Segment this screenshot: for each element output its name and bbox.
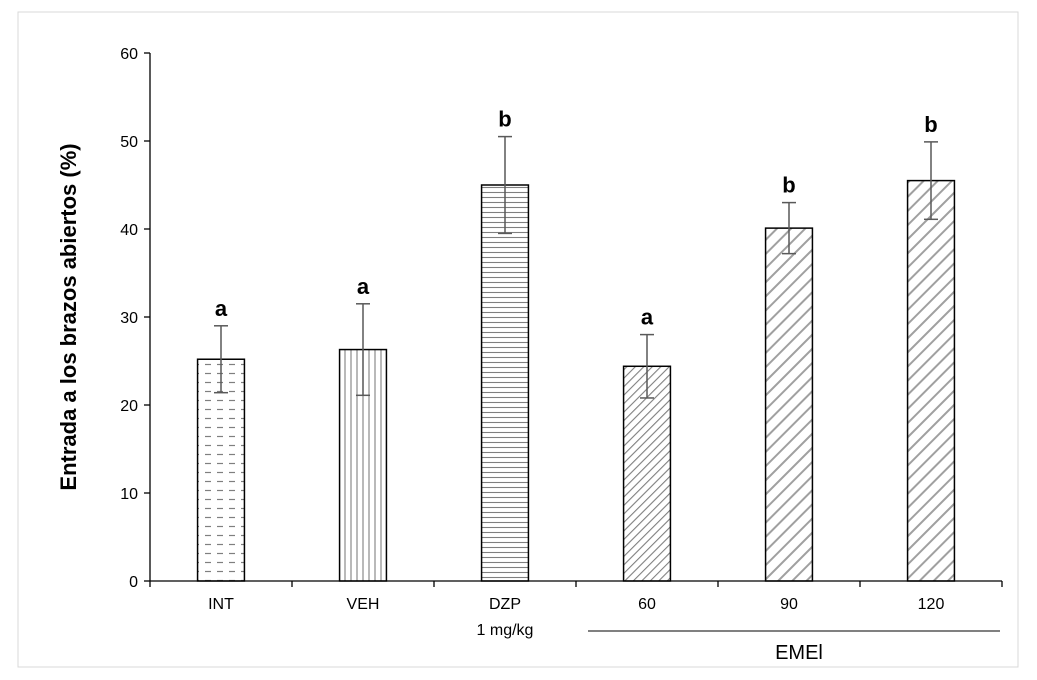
y-tick-label: 60 [120,46,138,63]
y-tick-label: 0 [129,574,138,591]
significance-label: b [498,107,511,132]
y-axis-label: Entrada a los brazos abiertos (%) [56,143,81,490]
x-tick-label: 120 [918,596,945,613]
x-tick-label: DZP [489,596,521,613]
y-tick-label: 30 [120,310,138,327]
x-tick-label: 60 [638,596,656,613]
y-tick-label: 10 [120,486,138,503]
significance-label: a [215,296,228,321]
x-tick-label: VEH [347,596,380,613]
x-tick-label: 90 [780,596,798,613]
y-tick-label: 50 [120,134,138,151]
x-axis: INT VEH DZP 1 mg/kg 60 90 120 [149,580,1003,639]
bars: a a b a b b [196,107,956,582]
bar [622,365,672,582]
x-tick-sublabel: 1 mg/kg [477,622,534,639]
chart-frame [17,11,1019,668]
y-axis: 0 10 20 30 40 50 60 [120,46,151,591]
group-bracket: EMEl [588,630,1000,664]
y-tick-label: 20 [120,398,138,415]
y-tick-label: 40 [120,222,138,239]
bar [906,179,956,582]
bar [764,227,814,582]
significance-label: b [924,112,937,137]
group-label: EMEl [775,642,823,664]
significance-label: a [641,305,654,330]
x-tick-label: INT [208,596,234,613]
significance-label: b [782,173,795,198]
bar [480,184,530,582]
significance-label: a [357,274,370,299]
